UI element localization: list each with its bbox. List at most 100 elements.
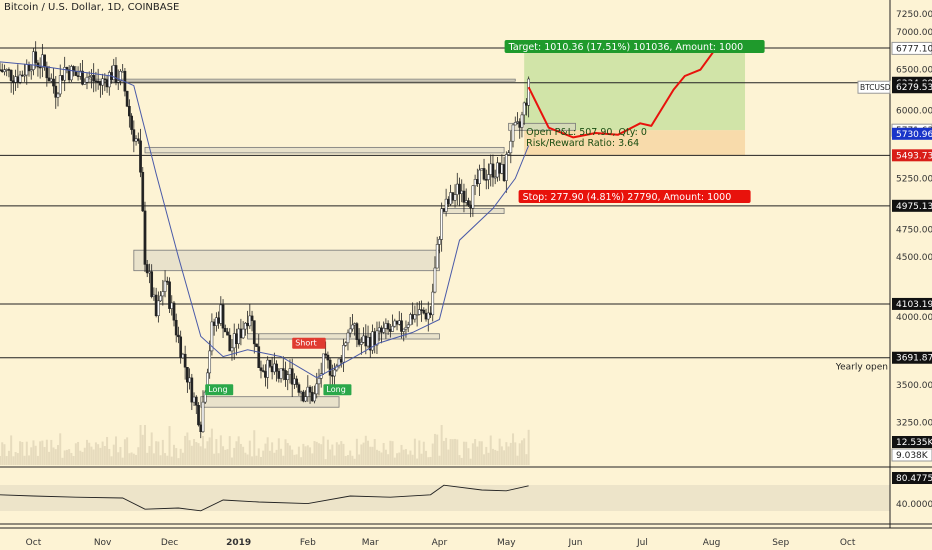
candle-body — [25, 64, 29, 76]
candle-body — [277, 371, 281, 379]
volume-ma-tag: 9.038K — [896, 451, 929, 461]
candle-body — [406, 324, 410, 328]
candle-body — [326, 354, 330, 361]
volume-bar — [462, 441, 465, 465]
volume-bar — [520, 440, 523, 465]
candle-body — [226, 331, 229, 336]
volume-bar — [451, 439, 454, 465]
volume-bar — [311, 453, 314, 465]
volume-bar — [469, 458, 472, 465]
volume-bar — [413, 438, 416, 465]
volume-bar — [235, 441, 238, 465]
volume-bar — [222, 446, 225, 465]
volume-bar — [141, 434, 144, 465]
volume-bar — [190, 445, 193, 465]
volume-bar — [297, 446, 300, 465]
y-tick-label: 4750.00 — [896, 225, 932, 235]
volume-bar — [248, 440, 251, 465]
candle-body — [478, 169, 481, 184]
candle-body — [61, 75, 64, 81]
candle-body — [105, 79, 109, 88]
volume-bar — [494, 449, 497, 465]
volume-bar — [498, 438, 501, 465]
candle-body — [293, 378, 296, 385]
candle-body — [145, 264, 149, 274]
volume-bar — [179, 448, 182, 465]
candle-body — [246, 322, 249, 327]
candle-body — [186, 367, 189, 383]
volume-bar — [121, 457, 124, 465]
candle-body — [56, 93, 60, 98]
volume-bar — [422, 441, 425, 465]
candle-body — [500, 164, 504, 174]
candle-body — [415, 314, 419, 316]
candle-body — [23, 74, 26, 77]
trade-mark-bg — [323, 384, 352, 396]
candle-body — [139, 140, 142, 173]
volume-bar — [97, 444, 100, 465]
candle-body — [348, 328, 352, 334]
volume-bar — [130, 452, 133, 465]
candle-body — [411, 314, 415, 320]
candle-body — [215, 317, 218, 326]
candle-body — [148, 271, 151, 274]
rsi-tag: 80.4775 — [896, 474, 932, 484]
volume-bar — [19, 441, 22, 465]
rsi-line — [0, 484, 529, 512]
candle-body — [496, 162, 499, 178]
volume-bar — [353, 458, 356, 465]
candle-body — [83, 81, 87, 85]
candle-body — [259, 367, 263, 371]
candle-body — [250, 315, 254, 321]
volume-bar — [420, 453, 423, 465]
symbol-badge: BTCUSD — [860, 83, 891, 92]
candle-body — [373, 331, 377, 346]
candle-body — [241, 328, 245, 339]
volume-bar — [286, 443, 289, 465]
candle-body — [404, 327, 408, 330]
candle-body — [489, 163, 493, 175]
volume-bar — [364, 435, 367, 465]
y-tick-label: 6000.00 — [896, 106, 932, 116]
volume-bar — [253, 430, 256, 465]
candle-body — [417, 309, 421, 315]
candle-body — [41, 54, 44, 68]
volume-bar — [456, 439, 459, 465]
candle-body — [228, 334, 232, 352]
volume-bar — [224, 449, 227, 465]
volume-bar — [418, 440, 421, 465]
volume-bar — [108, 448, 111, 465]
chart-title: Bitcoin / U.S. Dollar, 1D, COINBASE — [4, 2, 180, 13]
volume-bar — [411, 454, 414, 465]
x-tick-label: 2019 — [226, 538, 251, 548]
x-tick-label: Dec — [161, 538, 178, 548]
candle-body — [516, 121, 519, 123]
volume-bar — [293, 454, 296, 465]
candle-body — [455, 183, 459, 195]
candle-body — [317, 378, 321, 385]
candle-body — [128, 106, 131, 117]
candle-body — [487, 174, 490, 180]
volume-bar — [474, 439, 477, 465]
zone-box — [133, 249, 440, 272]
volume-ma-tag-bg — [891, 448, 932, 462]
volume-bar — [360, 444, 363, 465]
candle-body — [491, 163, 495, 178]
volume-bar — [32, 440, 35, 465]
candle-body — [299, 391, 303, 394]
x-tick-label: Oct — [840, 538, 856, 548]
candle-body — [36, 62, 40, 68]
volume-bar — [460, 457, 463, 465]
candle-body — [288, 368, 292, 375]
projection-path — [527, 47, 717, 139]
candle-body — [469, 204, 473, 209]
volume-bar — [304, 446, 307, 465]
level-price-tag: 5493.73 — [896, 151, 932, 161]
candle-body — [244, 322, 247, 330]
volume-bar — [458, 455, 461, 465]
volume-bar — [273, 452, 276, 465]
volume-bar — [447, 449, 450, 465]
volume-bar — [442, 440, 445, 465]
volume-bar — [367, 440, 370, 465]
